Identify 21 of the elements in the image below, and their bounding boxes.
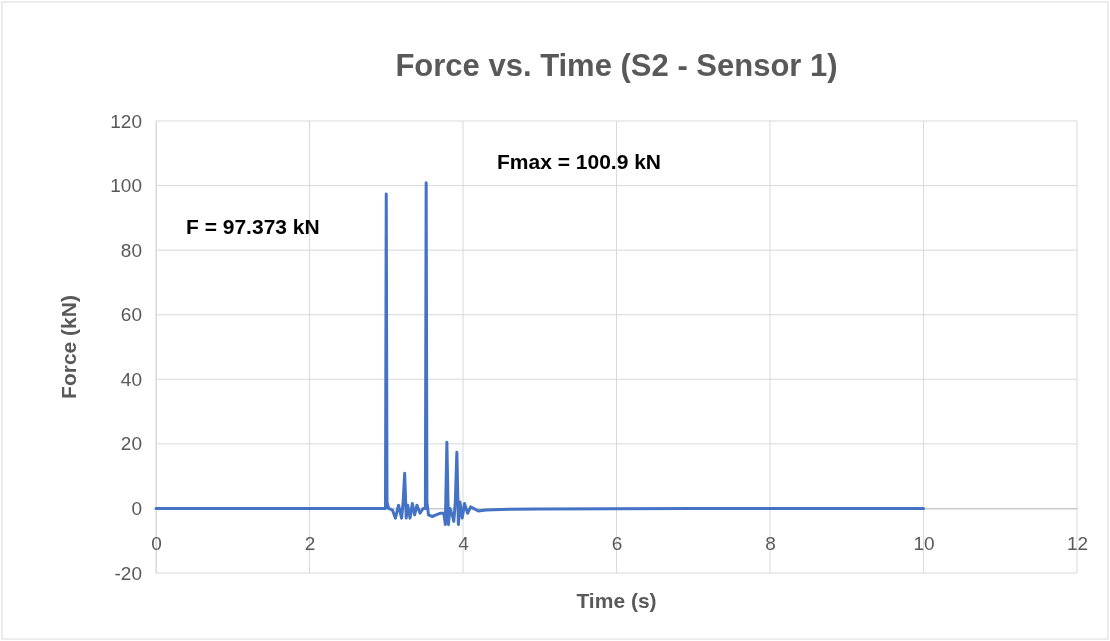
x-tick-label: 10 <box>913 532 935 554</box>
y-tick-label: 0 <box>131 498 142 520</box>
chart-title: Force vs. Time (S2 - Sensor 1) <box>395 48 838 83</box>
x-axis-title: Time (s) <box>576 589 657 612</box>
x-tick-label: 8 <box>765 532 776 554</box>
y-tick-label: 20 <box>120 433 142 455</box>
y-tick-label: 40 <box>120 368 142 390</box>
x-tick-label: 4 <box>458 532 470 554</box>
y-tick-label: 120 <box>110 110 142 132</box>
y-tick-label: -20 <box>114 562 142 584</box>
x-tick-label: 6 <box>611 532 623 554</box>
x-tick-label: 2 <box>304 532 316 554</box>
y-axis-title: Force (kN) <box>57 295 80 399</box>
x-tick-label: 12 <box>1066 532 1089 554</box>
line-series <box>154 181 925 527</box>
annotation: Fmax = 100.9 kN <box>497 150 662 173</box>
annotation: F = 97.373 kN <box>186 215 320 238</box>
x-tick-label: 0 <box>151 532 162 554</box>
y-tick-label: 80 <box>120 239 142 261</box>
y-tick-label: 100 <box>110 175 142 197</box>
y-tick-label: 60 <box>120 304 142 326</box>
